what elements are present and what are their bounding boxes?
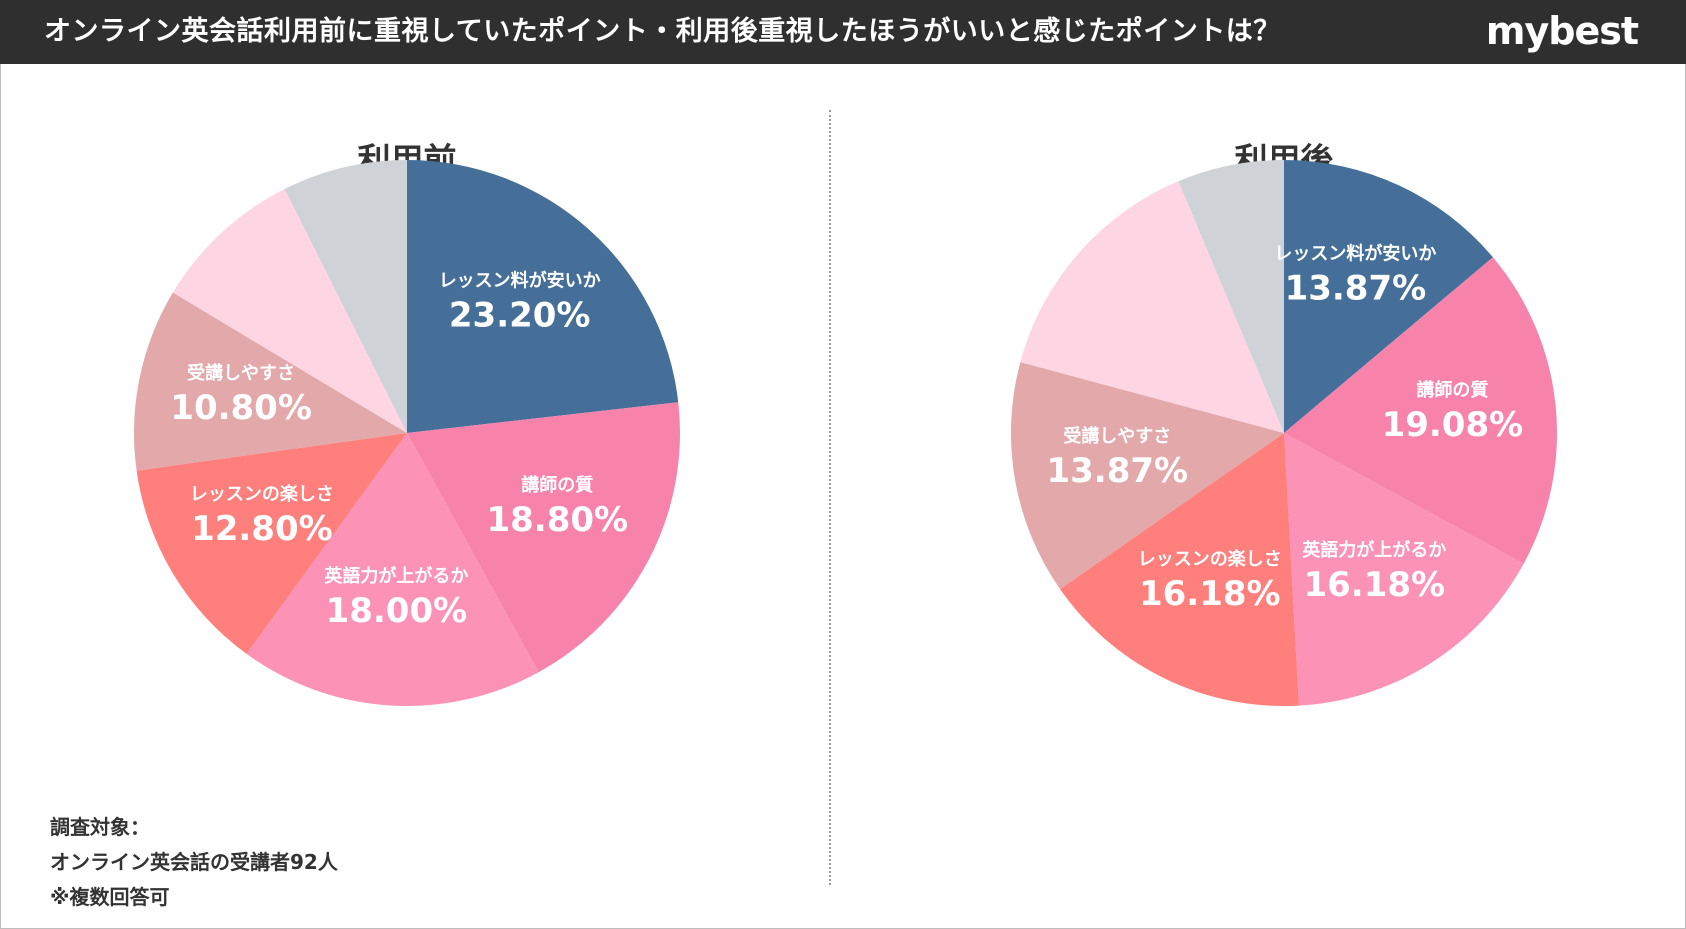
slice-label: 英語力が上がるか	[1301, 539, 1446, 561]
slice-label: レッスン料が安いか	[1274, 243, 1436, 265]
slice-value: 16.18%	[1303, 565, 1445, 605]
slice-label: 受講しやすさ	[187, 362, 295, 384]
pie-chart-before: 利用前レッスン料が安いか23.20%講師の質18.80%英語力が上がるか18.0…	[133, 141, 681, 707]
pie-charts: 利用前レッスン料が安いか23.20%講師の質18.80%英語力が上がるか18.0…	[133, 141, 1557, 707]
pie-slice-2	[407, 402, 681, 673]
brand-logo: mybest	[1485, 9, 1639, 53]
slice-labels: レッスン料が安いか 13.87% 講師の質 19.08% 英語力が上がるか 16.18% レ…	[1046, 243, 1523, 614]
pie-slice-1	[1284, 160, 1493, 433]
slice-label: レッスンの楽しさ	[1138, 548, 1282, 570]
survey-note: 調査対象： オンライン英会話の受講者92人 ※複数回答可	[50, 810, 338, 915]
pie-slice-5	[1010, 362, 1284, 590]
pie-slice-1	[407, 160, 679, 433]
pie-slice-6	[172, 188, 407, 433]
survey-note-heading: 調査対象：	[50, 815, 150, 839]
slice-value: 13.87%	[1046, 451, 1188, 491]
slice-value: 18.80%	[486, 500, 628, 540]
pie-slice-3	[1284, 433, 1524, 706]
pie-slice-3	[246, 433, 539, 707]
chart-divider	[829, 110, 831, 885]
slice-value: 10.80%	[170, 388, 312, 428]
slice-value: 19.08%	[1382, 405, 1524, 445]
pie-slice-4	[136, 433, 407, 654]
slice-label: レッスン料が安いか	[439, 270, 601, 292]
pie-slice-7	[1178, 160, 1284, 433]
slice-value: 12.80%	[191, 509, 333, 549]
slice-label: 受講しやすさ	[1063, 425, 1171, 447]
slice-label: 英語力が上がるか	[323, 565, 468, 587]
pie-chart-after: 利用後レッスン料が安いか13.87%講師の質19.08%英語力が上がるか16.1…	[1010, 141, 1557, 706]
slice-label: 講師の質	[1416, 379, 1488, 401]
page-title: オンライン英会話利用前に重視していたポイント・利用後重視したほうがいいと感じたポ…	[44, 16, 1281, 47]
pie-slice-7	[284, 160, 407, 433]
slice-labels: レッスン料が安いか 23.20% 講師の質 18.80% 英語力が上がるか 18.00% レ…	[170, 270, 628, 631]
slice-label: レッスンの楽しさ	[190, 483, 334, 505]
slice-label: 講師の質	[521, 474, 593, 496]
slice-value: 23.20%	[449, 296, 591, 336]
slice-value: 16.18%	[1139, 574, 1281, 614]
header-bar: オンライン英会話利用前に重視していたポイント・利用後重視したほうがいいと感じたポ…	[0, 0, 1686, 64]
slice-value: 13.87%	[1285, 269, 1427, 309]
survey-note-multiple: ※複数回答可	[50, 885, 170, 909]
slice-value: 18.00%	[326, 591, 468, 631]
pie-slice-5	[133, 292, 407, 471]
pie-slice-4	[1060, 433, 1299, 706]
pie-slice-6	[1020, 181, 1284, 433]
survey-note-target: オンライン英会話の受講者92人	[50, 850, 338, 874]
pie-slice-2	[1284, 257, 1557, 564]
